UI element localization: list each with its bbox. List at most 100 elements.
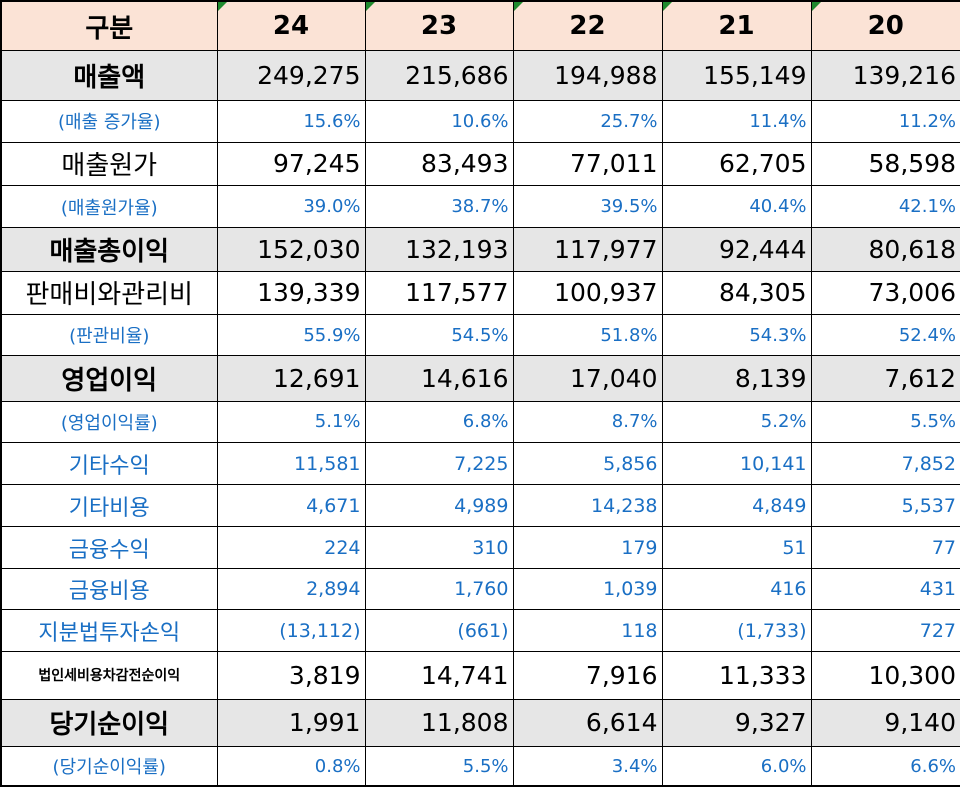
value-cell: 52.4% [810,313,960,357]
table-row: 매출액 249,275 215,686 194,988 155,149 139,216 [0,50,960,101]
row-label: 판매비와관리비 [0,270,218,316]
value-cell: 7,225 [364,441,514,486]
value-cell: 84,305 [661,270,812,316]
value-cell: 10,141 [661,441,812,486]
value-cell: 416 [661,567,812,610]
value-cell: 11,808 [364,698,514,748]
value-cell: 77 [810,526,960,569]
value-cell: 14,616 [364,355,514,402]
row-label: 지분법투자손익 [0,608,218,653]
table-row: (영업이익률) 5.1% 6.8% 8.7% 5.2% 5.5% [0,400,960,443]
value-cell: 132,193 [364,227,514,272]
header-year-cell: 20 [810,0,960,51]
value-cell: 155,149 [661,50,812,101]
value-cell: 40.4% [661,185,812,229]
header-year-cell: 24 [216,0,366,51]
header-year-cell: 21 [661,0,812,51]
value-cell: 139,216 [810,50,960,101]
value-cell: 8,139 [661,355,812,402]
header-year-label: 22 [569,11,606,41]
value-cell: (1,733) [661,608,812,653]
value-cell: 5,537 [810,484,960,528]
value-cell: 5,856 [512,441,663,486]
value-cell: 11.2% [810,99,960,143]
table-row: 기타수익 11,581 7,225 5,856 10,141 7,852 [0,441,960,486]
row-label: 매출총이익 [0,227,218,272]
value-cell: 6,614 [512,698,663,748]
header-year-cell: 22 [512,0,663,51]
value-cell: 73,006 [810,270,960,316]
header-year-label: 24 [272,11,310,41]
table-row: 판매비와관리비 139,339 117,577 100,937 84,305 73,006 [0,270,960,316]
row-label: 금융수익 [0,526,218,569]
value-cell: 727 [810,608,960,653]
value-cell: 9,327 [661,698,812,748]
row-label: (매출원가율) [0,185,218,229]
value-cell: 55.9% [216,313,366,357]
value-cell: 7,852 [810,441,960,486]
value-cell: 11,581 [216,441,366,486]
header-year-label: 21 [718,11,755,41]
value-cell: 117,577 [364,270,514,316]
header-year-label: 20 [867,11,904,41]
value-cell: 5.5% [810,400,960,443]
value-cell: 17,040 [512,355,663,402]
cell-marker-icon [812,2,821,11]
value-cell: 54.3% [661,313,812,357]
value-cell: 1,760 [364,567,514,610]
value-cell: 249,275 [216,50,366,101]
header-label-cell: 구분 [0,0,218,51]
value-cell: (13,112) [216,608,366,653]
table-row: 당기순이익 1,991 11,808 6,614 9,327 9,140 [0,698,960,748]
value-cell: 152,030 [216,227,366,272]
table-row: 영업이익 12,691 14,616 17,040 8,139 7,612 [0,355,960,402]
value-cell: 54.5% [364,313,514,357]
value-cell: 194,988 [512,50,663,101]
value-cell: 310 [364,526,514,569]
row-label: (당기순이익률) [0,746,218,787]
table-row: 기타비용 4,671 4,989 14,238 4,849 5,537 [0,484,960,528]
value-cell: 51 [661,526,812,569]
cell-marker-icon [366,2,375,11]
row-label: 법인세비용차감전순이익 [0,651,218,700]
value-cell: 2,894 [216,567,366,610]
value-cell: 5.5% [364,746,514,787]
table-body: 매출액 249,275 215,686 194,988 155,149 139,216 (매… [0,50,960,787]
row-label: 기타수익 [0,441,218,486]
table-row: 지분법투자손익 (13,112) (661) 118 (1,733) 727 [0,608,960,653]
value-cell: 1,991 [216,698,366,748]
value-cell: 51.8% [512,313,663,357]
value-cell: 77,011 [512,141,663,187]
value-cell: 58,598 [810,141,960,187]
value-cell: 117,977 [512,227,663,272]
value-cell: 9,140 [810,698,960,748]
row-label: 매출원가 [0,141,218,187]
row-label: (판관비율) [0,313,218,357]
value-cell: 15.6% [216,99,366,143]
row-label: 기타비용 [0,484,218,528]
header-year-cell: 23 [364,0,514,51]
value-cell: 8.7% [512,400,663,443]
value-cell: 6.0% [661,746,812,787]
header-row: 구분 24 23 22 21 20 [0,0,960,51]
table-row: 금융비용 2,894 1,760 1,039 416 431 [0,567,960,610]
value-cell: 38.7% [364,185,514,229]
value-cell: 11.4% [661,99,812,143]
value-cell: 179 [512,526,663,569]
value-cell: 11,333 [661,651,812,700]
cell-marker-icon [218,2,227,11]
table-row: (매출 증가율) 15.6% 10.6% 25.7% 11.4% 11.2% [0,99,960,143]
value-cell: 6.6% [810,746,960,787]
value-cell: 42.1% [810,185,960,229]
value-cell: 3,819 [216,651,366,700]
value-cell: 7,916 [512,651,663,700]
value-cell: 14,238 [512,484,663,528]
row-label: 금융비용 [0,567,218,610]
value-cell: 83,493 [364,141,514,187]
row-label: (매출 증가율) [0,99,218,143]
value-cell: 80,618 [810,227,960,272]
table-row: 매출총이익 152,030 132,193 117,977 92,444 80,618 [0,227,960,272]
value-cell: 4,671 [216,484,366,528]
table-row: 법인세비용차감전순이익 3,819 14,741 7,916 11,333 10,300 [0,651,960,700]
